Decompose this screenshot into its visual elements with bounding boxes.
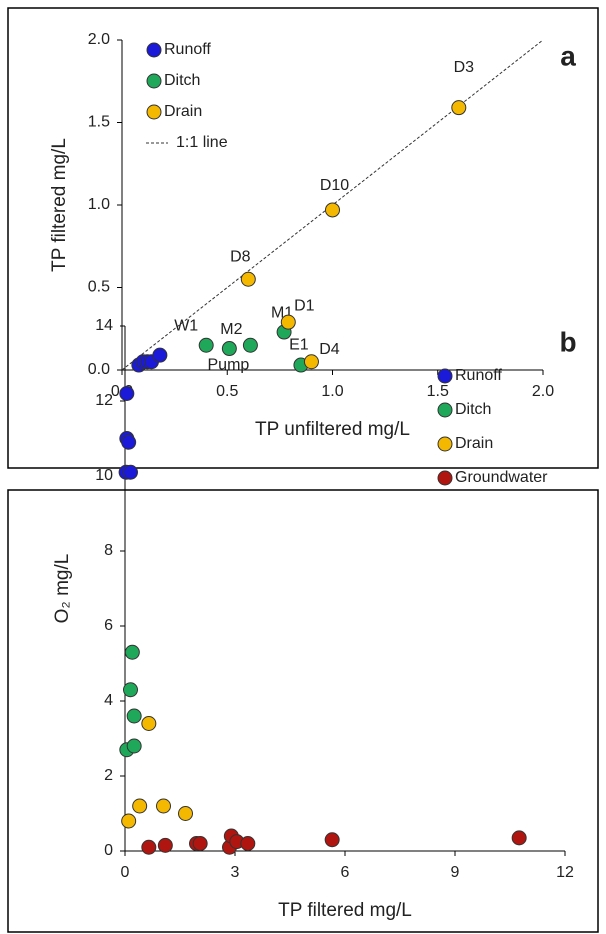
y-tick-label: 2.0: [88, 31, 110, 48]
y-tick-label: 12: [95, 392, 113, 409]
panel-frame: [7, 489, 599, 933]
legend-label: Runoff: [455, 367, 502, 384]
x-tick-label: 2.0: [532, 383, 554, 400]
data-point: [152, 347, 168, 363]
x-tick-label: 9: [451, 864, 460, 881]
y-tick-label: 10: [95, 467, 113, 484]
y-tick-label: 0.0: [88, 361, 110, 378]
legend-label: Groundwater: [455, 469, 548, 486]
legend-label: Runoff: [164, 41, 211, 58]
x-tick-label: 6: [341, 864, 350, 881]
x-axis-label: TP filtered mg/L: [278, 900, 412, 921]
data-point: [240, 836, 256, 851]
data-point: [242, 337, 258, 353]
data-point: [157, 837, 173, 853]
point-label: M2: [220, 321, 242, 338]
y-tick-label: 2: [104, 767, 113, 784]
legend-marker: [437, 402, 453, 418]
data-point: [132, 798, 148, 814]
x-axis-label: TP unfiltered mg/L: [255, 419, 410, 440]
y-tick-label: 1.5: [88, 114, 110, 131]
x-tick-label: 1.5: [427, 383, 449, 400]
legend-marker: [437, 470, 453, 486]
y-tick-label: 0.5: [88, 279, 110, 296]
y-axis-label: O₂ mg/L: [52, 554, 73, 624]
x-tick-label: 3: [231, 864, 240, 881]
y-tick-label: 14: [95, 317, 113, 334]
y-tick-label: 0: [104, 842, 113, 859]
data-point: [123, 464, 138, 480]
point-label: D8: [230, 248, 251, 265]
x-tick-label: 12: [556, 864, 574, 881]
legend-label: Drain: [164, 103, 202, 120]
legend-label: Drain: [455, 435, 493, 452]
point-label: Pump: [208, 356, 250, 373]
legend-marker: [146, 104, 162, 120]
data-point: [121, 813, 137, 829]
data-point: [124, 644, 140, 660]
y-tick-label: 6: [104, 617, 113, 634]
legend-marker: [146, 73, 162, 89]
panel-label: a: [560, 40, 576, 71]
data-point: [325, 202, 340, 218]
y-tick-label: 1.0: [88, 196, 110, 213]
point-label: D10: [320, 177, 349, 194]
data-point: [178, 806, 193, 821]
data-point: [192, 836, 208, 851]
data-point: [126, 738, 142, 754]
data-point: [119, 386, 135, 401]
data-point: [141, 839, 157, 855]
data-point: [156, 798, 171, 814]
x-tick-label: 0: [121, 864, 130, 881]
y-axis-label: TP filtered mg/L: [49, 138, 70, 272]
legend-label: 1:1 line: [176, 134, 228, 151]
point-label: D4: [319, 341, 340, 358]
data-point: [240, 271, 256, 287]
y-tick-label: 4: [104, 692, 113, 709]
data-point: [141, 716, 157, 731]
point-label: D3: [454, 59, 475, 76]
data-point: [451, 100, 467, 116]
legend-marker: [437, 368, 453, 384]
data-point: [126, 708, 142, 724]
data-point: [221, 341, 237, 357]
panel-frame: [7, 7, 599, 469]
point-label: E1: [289, 336, 309, 353]
legend-marker: [146, 42, 162, 58]
x-tick-label: 1.0: [321, 383, 343, 400]
point-label: W1: [174, 317, 198, 334]
x-tick-label: 0.5: [216, 383, 238, 400]
legend-marker: [437, 436, 453, 452]
y-tick-label: 8: [104, 542, 113, 559]
data-point: [324, 832, 340, 848]
point-label: D1: [294, 297, 315, 314]
data-point: [303, 354, 319, 370]
data-point: [198, 337, 214, 353]
legend-label: Ditch: [164, 72, 200, 89]
panel-label: b: [559, 326, 576, 357]
data-point: [280, 314, 296, 330]
data-point: [121, 434, 137, 450]
data-point: [123, 682, 138, 698]
data-point: [511, 830, 527, 846]
legend-label: Ditch: [455, 401, 491, 418]
